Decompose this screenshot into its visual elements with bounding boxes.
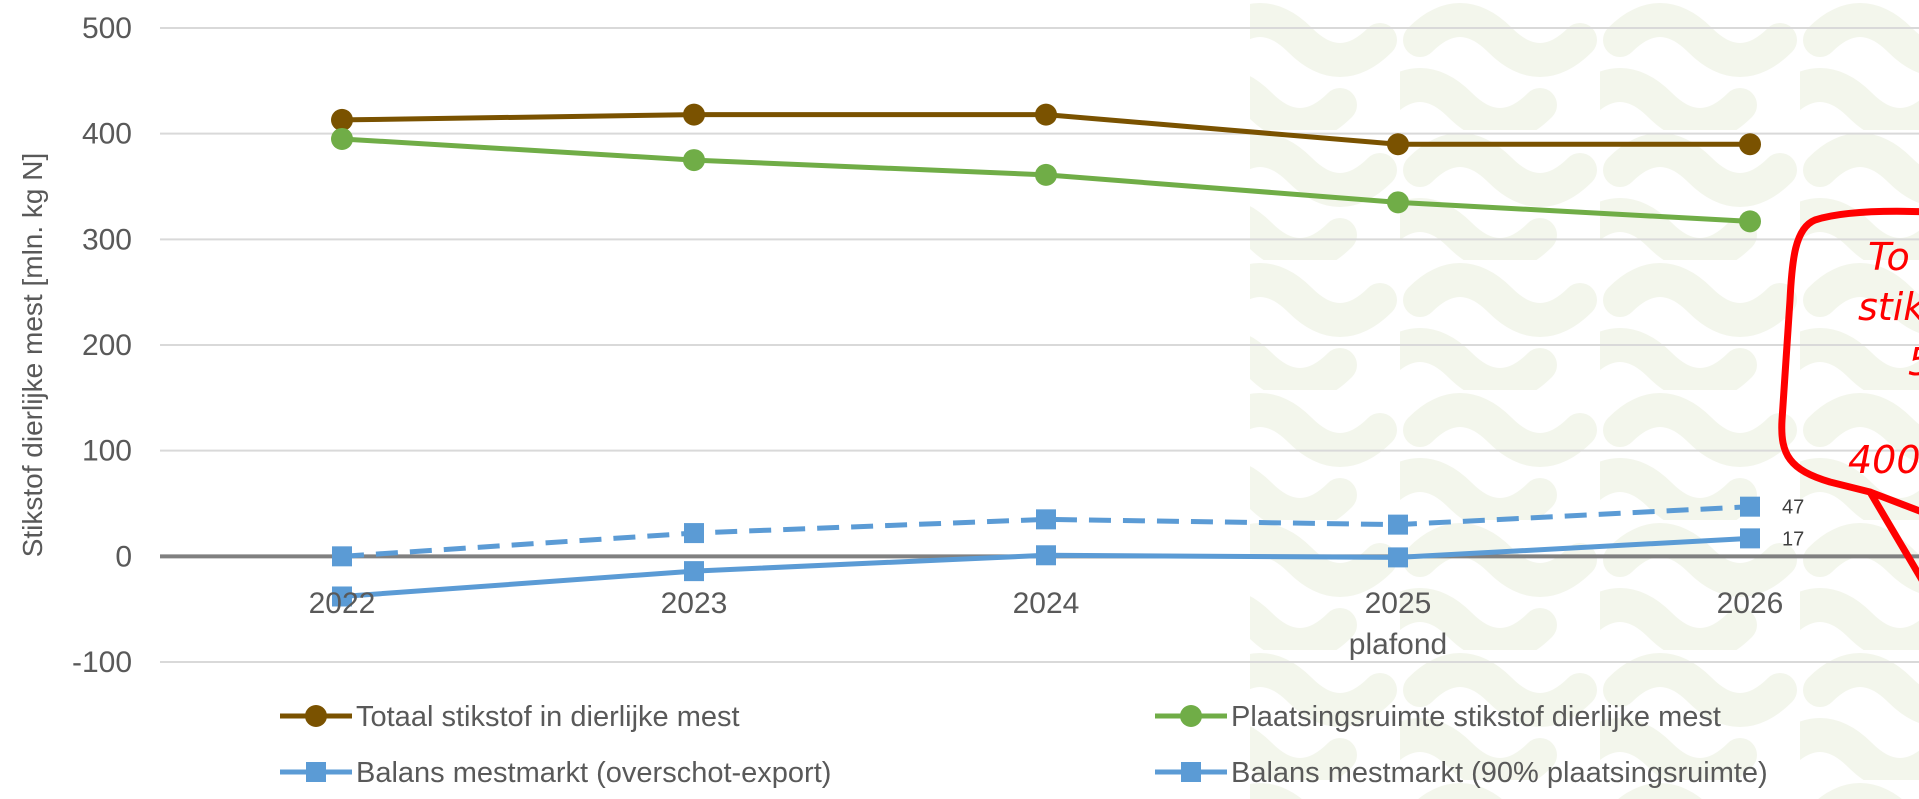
data-point	[332, 546, 352, 567]
legend-label: Balans mestmarkt (overschot-export)	[356, 757, 831, 789]
y-tick-label: 300	[82, 223, 132, 256]
data-label: 17	[1782, 528, 1804, 550]
series-0	[331, 103, 1761, 156]
data-point	[332, 586, 352, 607]
data-point	[331, 127, 353, 150]
callout-line-2: stik	[1858, 285, 1919, 329]
red-callout: To stik 5 400	[1778, 207, 1919, 582]
data-point	[1036, 509, 1056, 530]
callout-line-4: 400	[1848, 438, 1919, 482]
data-point	[1739, 133, 1761, 156]
legend: Totaal stikstof in dierlijke mest Plaatsi…	[280, 701, 1768, 789]
y-tick-label: 0	[115, 540, 132, 573]
data-point	[1035, 103, 1057, 126]
callout-tail	[1866, 488, 1919, 582]
y-tick-label: 200	[82, 329, 132, 362]
y-axis-title: Stikstof dierlijke mest [mln. kg N]	[17, 153, 48, 558]
y-tick-label: 100	[82, 435, 132, 468]
series-3: 47	[332, 497, 1804, 567]
legend-label: Plaatsingsruimte stikstof dierlijke mest	[1231, 701, 1721, 733]
x-axis-ticks: 2022 2023 2024 2025 plafond 2026	[309, 587, 1784, 661]
x-tick-label: 2024	[1013, 587, 1080, 620]
legend-label: Totaal stikstof in dierlijke mest	[356, 701, 740, 733]
y-tick-label: 500	[82, 12, 132, 45]
legend-item: Balans mestmarkt (90% plaatsingsruimte)	[1155, 757, 1768, 789]
callout-outline	[1778, 207, 1919, 515]
legend-marker	[305, 705, 327, 727]
legend-marker	[1181, 762, 1201, 782]
data-point	[1036, 545, 1056, 566]
data-point	[1387, 133, 1409, 156]
series-line	[341, 504, 1751, 559]
data-point	[684, 561, 704, 582]
series-2: 17	[332, 528, 1804, 607]
data-point	[1388, 514, 1408, 535]
data-point	[331, 108, 353, 131]
data-point	[1740, 496, 1760, 517]
data-label: 47	[1782, 497, 1804, 519]
callout-line-1: To	[1868, 235, 1910, 279]
data-point	[1035, 163, 1057, 186]
legend-marker	[306, 762, 326, 782]
y-tick-label: -100	[72, 646, 132, 679]
data-point	[1387, 191, 1409, 214]
y-axis-ticks: 500 400 300 200 100 0 -100	[72, 12, 132, 679]
legend-label: Balans mestmarkt (90% plaatsingsruimte)	[1231, 757, 1768, 789]
data-point	[1740, 528, 1760, 549]
y-tick-label: 400	[82, 118, 132, 151]
x-tick-label: 2023	[661, 587, 728, 620]
data-point	[683, 149, 705, 172]
x-tick-label: 2025	[1365, 587, 1432, 620]
data-point	[684, 523, 704, 544]
data-point	[1388, 547, 1408, 568]
legend-item: Balans mestmarkt (overschot-export)	[280, 757, 831, 789]
data-point	[683, 103, 705, 126]
x-tick-label: 2026	[1717, 587, 1784, 620]
legend-item: Plaatsingsruimte stikstof dierlijke mest	[1155, 701, 1721, 733]
data-point	[1739, 210, 1761, 233]
x-tick-label: 2022	[309, 587, 376, 620]
callout-line-3: 5	[1908, 340, 1919, 384]
watermark-pattern	[1250, 0, 1919, 799]
x-tick-sublabel: plafond	[1349, 628, 1447, 661]
series-1	[331, 127, 1761, 233]
legend-item: Totaal stikstof in dierlijke mest	[280, 701, 740, 733]
legend-marker	[1180, 705, 1202, 727]
